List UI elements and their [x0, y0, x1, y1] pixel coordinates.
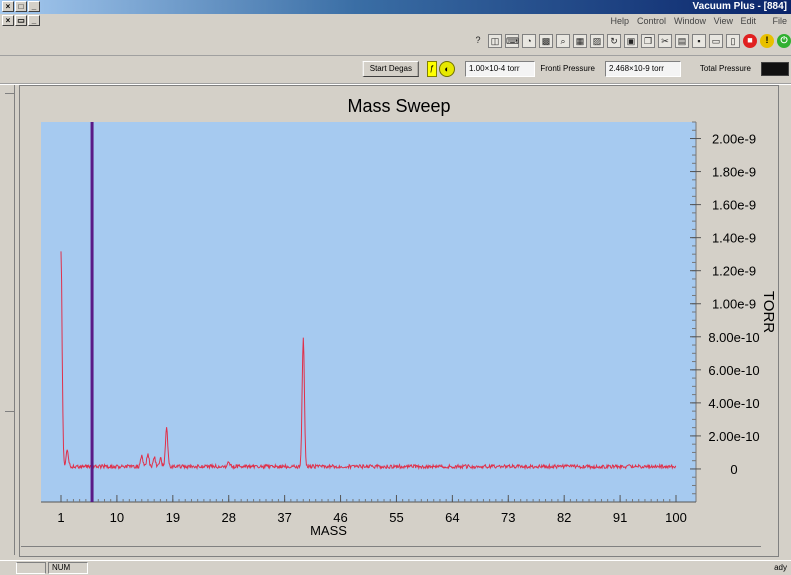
total-pressure-label: Total Pressure [699, 64, 751, 73]
menu-window[interactable]: Window [673, 16, 706, 26]
x-tick-label: 19 [166, 510, 180, 525]
maximize-icon[interactable]: □ [15, 1, 27, 12]
power-on-icon[interactable]: ⏻ [777, 34, 791, 48]
toolbar: ⏻ ! ■ ▯ ▭ ▪ ▤ ✂ ❐ ▣ ↻ ▨ ▦ ⌕ ▩ ◔ ⌨ ◫ ? [0, 28, 791, 56]
plot-area [41, 122, 696, 502]
x-tick-label: 28 [221, 510, 235, 525]
grid-icon[interactable]: ▩ [539, 34, 553, 48]
y-axis-label: TORR [760, 291, 777, 333]
menu-file[interactable]: File [772, 16, 787, 26]
minimize-icon[interactable]: _ [28, 1, 40, 12]
y-tick-label: 2.00e-9 [712, 132, 756, 147]
total-pressure-value: 2.468×10-9 torr [605, 61, 681, 77]
filament-icon[interactable]: ƒ [427, 61, 437, 77]
copy-icon[interactable]: ❐ [641, 34, 655, 48]
menu-bar: File Edit View Window Control Help _ ▭ × [0, 14, 791, 28]
bulb-icon[interactable]: ◐ [439, 61, 455, 77]
menu-control[interactable]: Control [636, 16, 666, 26]
child-restore-icon[interactable]: ▭ [15, 15, 27, 26]
x-tick-label: 91 [613, 510, 627, 525]
horizontal-scrollbar[interactable] [21, 546, 761, 547]
open-icon[interactable]: ▭ [709, 34, 723, 48]
y-tick-label: 0 [730, 462, 737, 477]
status-ready-text: ady [774, 563, 787, 572]
menu-view[interactable]: View [713, 16, 733, 26]
y-tick-label: 1.20e-9 [712, 264, 756, 279]
help-icon[interactable]: ? [475, 35, 481, 45]
workspace: Mass Sweep 0 2.00e-10 4.00e-10 6.00e-10 8.00… [0, 85, 791, 560]
y-tick-label: 1.40e-9 [712, 231, 756, 246]
scroll-tick [5, 93, 15, 94]
y-tick-label: 6.00e-10 [708, 363, 759, 378]
status-bar: ady NUM [0, 560, 791, 575]
image-icon[interactable]: ▨ [590, 34, 604, 48]
stop-icon[interactable]: ■ [743, 34, 757, 48]
refresh-icon[interactable]: ↻ [607, 34, 621, 48]
print-icon[interactable]: ▤ [675, 34, 689, 48]
x-tick-label: 10 [110, 510, 124, 525]
foreline-pressure-label: Fronti Pressure [540, 64, 595, 73]
y-tick-label: 1.80e-9 [712, 165, 756, 180]
x-tick-label: 82 [557, 510, 571, 525]
y-tick-label: 4.00e-10 [708, 396, 759, 411]
y-tick-label: 2.00e-10 [708, 429, 759, 444]
chart-icon[interactable]: ▦ [573, 34, 587, 48]
mass-sweep-trace [60, 251, 677, 471]
x-axis-label: MASS [310, 523, 347, 538]
title-bar: Vacuum Plus - [884] _ □ × [0, 0, 791, 14]
scroll-thumb[interactable] [5, 411, 15, 412]
pressure-status-row: Total Pressure 2.468×10-9 torr Fronti Pr… [0, 56, 791, 84]
close-icon[interactable]: × [2, 1, 14, 12]
x-tick-label: 100 [665, 510, 687, 525]
menu-edit[interactable]: Edit [740, 16, 757, 26]
indicator-panel [761, 62, 789, 76]
x-tick-label: 64 [445, 510, 459, 525]
chart-title: Mass Sweep [347, 96, 450, 116]
new-icon[interactable]: ▯ [726, 34, 740, 48]
menu-help[interactable]: Help [610, 16, 629, 26]
start-degas-button[interactable]: Start Degas [362, 61, 419, 77]
vertical-scrollbar[interactable] [9, 85, 15, 555]
x-tick-label: 46 [333, 510, 347, 525]
status-panel-empty [16, 562, 46, 574]
y-tick-label: 8.00e-10 [708, 330, 759, 345]
window-title: Vacuum Plus - [884] [692, 1, 787, 12]
y-tick-label: 1.00e-9 [712, 297, 756, 312]
child-close-icon[interactable]: × [2, 15, 14, 26]
paste-icon[interactable]: ▣ [624, 34, 638, 48]
info-icon[interactable]: ! [760, 34, 774, 48]
mass-sweep-chart: Mass Sweep 0 2.00e-10 4.00e-10 6.00e-10 8.00… [41, 96, 777, 538]
window-icon[interactable]: ◫ [488, 34, 502, 48]
cut-icon[interactable]: ✂ [658, 34, 672, 48]
num-lock-indicator: NUM [48, 562, 88, 574]
save-icon[interactable]: ▪ [692, 34, 706, 48]
chart-panel: Mass Sweep 0 2.00e-10 4.00e-10 6.00e-10 8.00… [19, 85, 779, 557]
zoom-icon[interactable]: ⌕ [556, 34, 570, 48]
child-minimize-icon[interactable]: _ [28, 15, 40, 26]
x-tick-label: 1 [57, 510, 64, 525]
y-tick-label: 1.60e-9 [712, 198, 756, 213]
gauge-icon[interactable]: ◔ [522, 34, 536, 48]
keyboard-icon[interactable]: ⌨ [505, 34, 519, 48]
foreline-pressure-value: 1.00×10-4 torr [465, 61, 535, 77]
x-tick-label: 37 [277, 510, 291, 525]
x-tick-label: 73 [501, 510, 515, 525]
x-tick-label: 55 [389, 510, 403, 525]
